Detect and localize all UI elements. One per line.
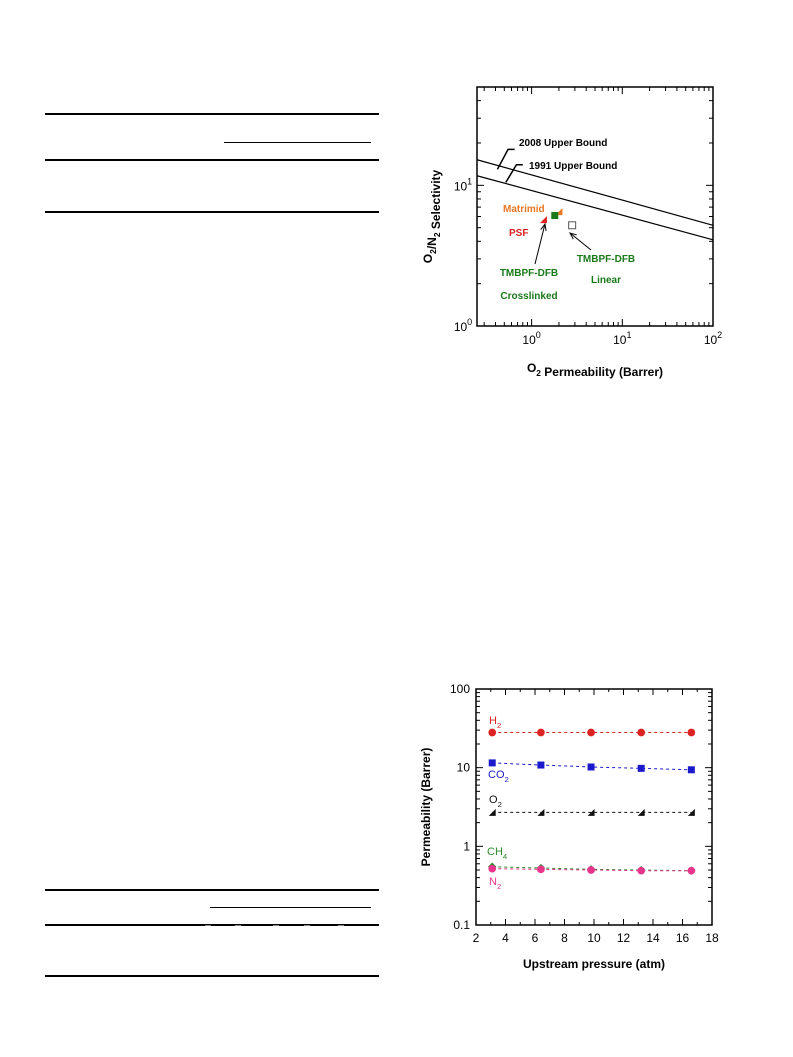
y-tick-label: 100 (454, 317, 472, 334)
data-point (637, 728, 646, 737)
table2-dash (205, 925, 211, 926)
data-point (687, 728, 696, 737)
table-header-rule (45, 159, 379, 161)
upper-bound-line (476, 175, 714, 241)
x-tick-label: 6 (532, 931, 539, 945)
data-point (687, 866, 696, 875)
data-point (687, 808, 695, 816)
table2-dash (304, 925, 310, 926)
data-point (568, 221, 577, 230)
annotation-label: TMBPF-DFB (500, 268, 558, 279)
annotation-arrow (534, 223, 546, 265)
annotation-arrow (569, 232, 592, 251)
data-point (539, 216, 547, 224)
table2-dash (235, 925, 241, 926)
y-tick-label: 0.1 (453, 918, 470, 932)
x-tick-label: 2 (473, 931, 480, 945)
x-tick-label: 10 (587, 931, 601, 945)
x-tick-label: 18 (705, 931, 719, 945)
data-point (488, 728, 497, 737)
y-tick-label: 10 (457, 761, 471, 775)
data-point (637, 764, 645, 772)
x-tick-label: 102 (704, 330, 722, 347)
annotation-label: TMBPF-DFB (577, 254, 635, 265)
table2-header-rule (45, 924, 379, 926)
data-point (587, 728, 595, 737)
annotation-label: 2008 Upper Bound (519, 138, 607, 149)
annotation-label: Crosslinked (500, 291, 557, 302)
annotation-label: Matrimid (503, 204, 545, 215)
x-axis-label: O2 Permeability (Barrer) (527, 361, 663, 379)
data-point (537, 808, 545, 816)
table2-header-subrule (210, 907, 371, 908)
selectivity-chart: 100 101 102 100 101 O2 Permeability (Barrer) O… (421, 86, 722, 379)
table2-dash (273, 925, 279, 926)
y-tick-label: 100 (450, 682, 470, 696)
x-tick-label: 14 (646, 931, 660, 945)
data-point (551, 212, 559, 220)
x-tick-label: 12 (617, 931, 631, 945)
y-tick-label: 101 (454, 176, 472, 193)
table-bottom-rule (45, 211, 379, 213)
table2-dash (338, 925, 344, 926)
data-point (587, 808, 595, 816)
data-point (587, 763, 595, 771)
series-label: H2 (489, 715, 501, 730)
upper-bound-line (476, 159, 714, 226)
y-axis-label: Permeability (Barrer) (419, 748, 433, 867)
annotation-label: 1991 Upper Bound (529, 161, 617, 172)
data-point (687, 766, 695, 774)
data-point (488, 864, 497, 873)
data-point (488, 808, 496, 816)
permeability-chart: 2 4 6 8 10 12 14 16 18 0.1 1 10 100 Upstream pressure… (419, 682, 719, 971)
x-tick-label: 4 (502, 931, 509, 945)
y-tick-label: 1 (463, 839, 470, 853)
x-axis-label: Upstream pressure (atm) (523, 957, 665, 971)
series-label: CH4 (487, 846, 508, 861)
data-point (637, 866, 646, 875)
data-point (537, 761, 545, 769)
table2-bottom-rule (45, 975, 379, 977)
table2-top-rule (45, 889, 379, 891)
plot-frame (475, 688, 713, 926)
x-tick-label: 16 (676, 931, 690, 945)
data-point (537, 728, 545, 737)
arrow-head (569, 232, 577, 240)
annotation-label: PSF (509, 228, 528, 239)
table-header-subrule (224, 142, 371, 143)
x-tick-label: 8 (561, 931, 568, 945)
data-point (488, 759, 496, 767)
x-tick-label: 100 (522, 330, 540, 347)
y-axis-label: O2/N2 Selectivity (421, 169, 443, 263)
annotation-label: Linear (591, 275, 621, 286)
series-label: N2 (489, 876, 501, 891)
bound-leader (505, 164, 523, 183)
arrow-head (540, 222, 547, 231)
data-point (537, 865, 545, 874)
series-label: CO2 (488, 769, 509, 784)
series-label: O2 (489, 794, 502, 809)
x-tick-label: 101 (613, 330, 631, 347)
table-top-rule (45, 113, 379, 115)
data-point (587, 866, 595, 874)
bound-leader (496, 148, 515, 170)
data-point (637, 808, 645, 816)
